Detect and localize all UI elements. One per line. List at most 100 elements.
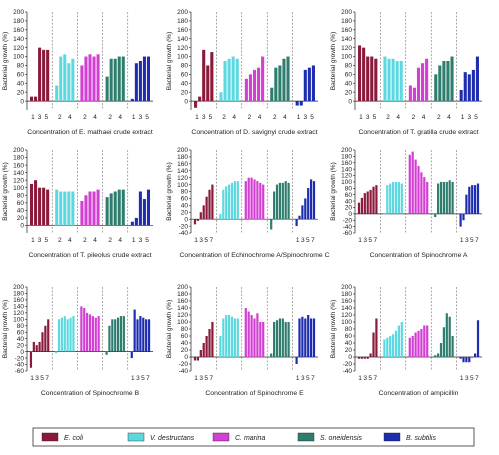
bar-bsubtilis-1: [130, 98, 134, 102]
y-tick-label: 140: [341, 305, 352, 312]
bar-cmarina-5: [425, 58, 429, 102]
bar-soneidensis-7: [451, 181, 454, 214]
bar-bsubtilis-4: [304, 198, 307, 220]
bar-soneidensis-4: [446, 61, 450, 102]
bar-vdestructans-5: [230, 316, 234, 357]
bar-vdestructans-7: [400, 183, 403, 214]
x-tick-label: 2: [108, 237, 112, 244]
x-tick-label: 2: [58, 114, 62, 121]
x-tick-label: 1: [30, 375, 34, 382]
y-tick-label: 120: [13, 177, 24, 184]
bar-cmarina-4: [253, 318, 256, 357]
legend-swatch: [127, 432, 145, 442]
y-tick-label: 60: [345, 192, 353, 199]
bar-soneidensis-3: [275, 184, 279, 220]
bar-bsubtilis-5: [146, 189, 150, 226]
bar-vdestructans-5: [394, 330, 398, 357]
bar-bsubtilis-2: [462, 213, 465, 221]
y-tick-label: 180: [177, 291, 188, 298]
bar-ecoli-2: [32, 341, 35, 352]
x-tick-label: 7: [311, 237, 315, 244]
y-tick-label: -40: [343, 368, 353, 375]
bar-cmarina-5: [420, 172, 423, 214]
x-tick-label: 2: [108, 114, 112, 121]
bar-cmarina-6: [259, 322, 262, 357]
bar-ecoli-2: [196, 219, 199, 221]
bar-vdestructans-4: [391, 181, 395, 214]
bar-ecoli-7: [375, 318, 378, 357]
x-tick-label: 7: [210, 375, 214, 382]
y-tick-label: 0: [184, 354, 188, 361]
bar-bsubtilis-1: [459, 89, 463, 102]
bar-cmarina-3: [416, 67, 421, 102]
x-tick-label: 5: [45, 114, 49, 121]
y-tick-label: 200: [177, 147, 188, 154]
x-tick-label: 1: [131, 375, 135, 382]
bar-soneidensis-7: [451, 336, 454, 357]
bar-vdestructans-3: [391, 58, 395, 102]
y-tick-label: -20: [179, 361, 189, 368]
bar-vdestructans-2: [59, 56, 63, 102]
y-tick-label: 20: [345, 89, 353, 96]
x-tick-label: 7: [45, 375, 49, 382]
x-tick-label: 3: [199, 375, 203, 382]
bar-ecoli-7: [375, 185, 378, 214]
x-tick-label: 3: [139, 237, 143, 244]
y-tick-label: 40: [181, 80, 189, 87]
y-tick-label: 180: [13, 155, 24, 162]
y-tick-label: 160: [13, 27, 24, 34]
bar-vdestructans-6: [397, 181, 401, 214]
y-tick-label: 20: [181, 89, 189, 96]
x-tick-label: 1: [31, 114, 35, 121]
x-tick-label: 3: [35, 375, 39, 382]
bar-soneidensis-5: [286, 56, 290, 102]
bar-vdestructans-5: [235, 58, 239, 102]
y-tick-label: 180: [13, 291, 24, 298]
bar-ecoli-4: [366, 191, 369, 214]
bar-ecoli-2: [360, 357, 363, 359]
x-tick-label: 4: [283, 114, 287, 121]
bar-bsubtilis-2: [134, 63, 138, 102]
x-tick-label: 1: [461, 114, 465, 121]
bar-soneidensis-3: [113, 191, 117, 226]
bar-cmarina-4: [421, 63, 425, 102]
bar-soneidensis-5: [121, 56, 125, 102]
y-axis-label: Bacterial growth (%): [330, 32, 337, 91]
bar-ecoli-3: [202, 49, 206, 102]
y-tick-label: 0: [20, 349, 24, 356]
y-tick-label: 80: [345, 326, 353, 333]
x-tick-label: 1: [297, 114, 301, 121]
bar-cmarina-5: [420, 329, 423, 357]
bar-ecoli-2: [198, 96, 202, 102]
x-tick-label: 2: [273, 114, 277, 121]
bar-cmarina-4: [417, 165, 420, 214]
bar-bsubtilis-1: [295, 101, 299, 106]
y-tick-label: 100: [177, 182, 188, 189]
bar-soneidensis-5: [116, 317, 120, 352]
bar-ecoli-1: [193, 357, 197, 361]
x-axis-label: Concentration of Spinochrome B: [41, 390, 140, 397]
x-axis-label: Concentration of D. savignyi crude extra…: [191, 129, 317, 136]
x-axis-label: Concentration of Spinochrome E: [205, 390, 304, 397]
legend-label: V. destructans: [150, 435, 195, 442]
y-tick-label: 120: [177, 45, 188, 52]
bar-vdestructans-6: [69, 317, 72, 352]
bar-bsubtilis-1: [295, 219, 298, 227]
x-tick-label: 4: [68, 114, 72, 121]
y-tick-label: 40: [181, 203, 189, 210]
x-tick-label: 5: [474, 114, 478, 121]
bar-vdestructans-4: [395, 61, 399, 102]
bar-bsubtilis-4: [139, 316, 142, 352]
y-tick-label: 80: [345, 63, 353, 70]
bar-bsubtilis-5: [307, 188, 310, 220]
bar-ecoli-3: [38, 187, 42, 226]
bar-ecoli-3: [363, 357, 366, 359]
x-tick-label: 4: [396, 114, 400, 121]
y-tick-label: 100: [13, 317, 24, 324]
y-tick-label: 200: [341, 147, 352, 154]
bar-soneidensis-3: [278, 65, 282, 102]
bar-ecoli-3: [199, 350, 202, 357]
bar-cmarina-1: [80, 306, 83, 352]
